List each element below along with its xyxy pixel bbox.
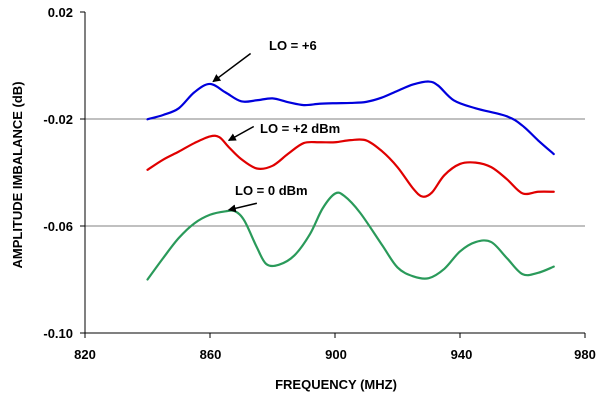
- series-line-lo-plus6: [146, 80, 555, 156]
- series-line-lo-0-dbm: [146, 191, 555, 281]
- x-tick-label: 980: [574, 347, 596, 362]
- y-tick-labels: 0.02 -0.02 -0.06 -0.10: [43, 5, 73, 341]
- x-tick-labels: 820 860 900 940 980: [74, 347, 596, 362]
- y-tick-label: -0.02: [43, 112, 73, 127]
- annotation-lo0: LO = 0 dBm: [235, 183, 308, 198]
- x-tick-label: 860: [200, 347, 222, 362]
- y-tick-label: -0.10: [43, 326, 73, 341]
- x-axis-title: FREQUENCY (MHZ): [275, 377, 397, 392]
- annotation-lo6: LO = +6: [269, 38, 317, 53]
- y-tick-label: 0.02: [48, 5, 73, 20]
- annotation-arrow-lo2: [227, 125, 255, 142]
- annotation-layer: LO = +6 LO = +2 dBm LO = 0 dBm: [212, 38, 340, 213]
- x-tick-label: 900: [325, 347, 347, 362]
- series-line-lo-plus2-dbm: [146, 134, 555, 198]
- grid-layer: [85, 118, 585, 227]
- x-tick-label: 940: [451, 347, 473, 362]
- y-axis-title: AMPLITUDE IMBALANCE (dB): [10, 81, 25, 268]
- annotation-lo2: LO = +2 dBm: [260, 121, 340, 136]
- y-tick-label: -0.06: [43, 219, 73, 234]
- x-tick-label: 820: [74, 347, 96, 362]
- annotation-arrow-lo6: [212, 52, 252, 83]
- axes-layer: [80, 11, 586, 338]
- series-layer: [146, 80, 555, 281]
- annotation-arrow-lo0: [227, 202, 258, 213]
